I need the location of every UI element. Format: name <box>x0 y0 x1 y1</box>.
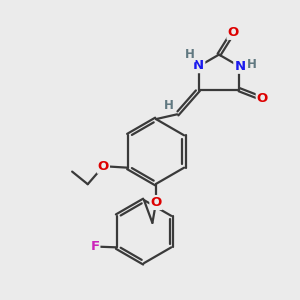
Text: O: O <box>150 196 162 209</box>
Text: H: H <box>164 99 174 112</box>
Text: F: F <box>90 240 99 253</box>
Text: H: H <box>185 48 195 62</box>
Text: N: N <box>193 59 204 72</box>
Text: H: H <box>247 58 257 71</box>
Text: O: O <box>98 160 109 173</box>
Text: O: O <box>257 92 268 105</box>
Text: N: N <box>234 60 245 73</box>
Text: O: O <box>227 26 239 39</box>
